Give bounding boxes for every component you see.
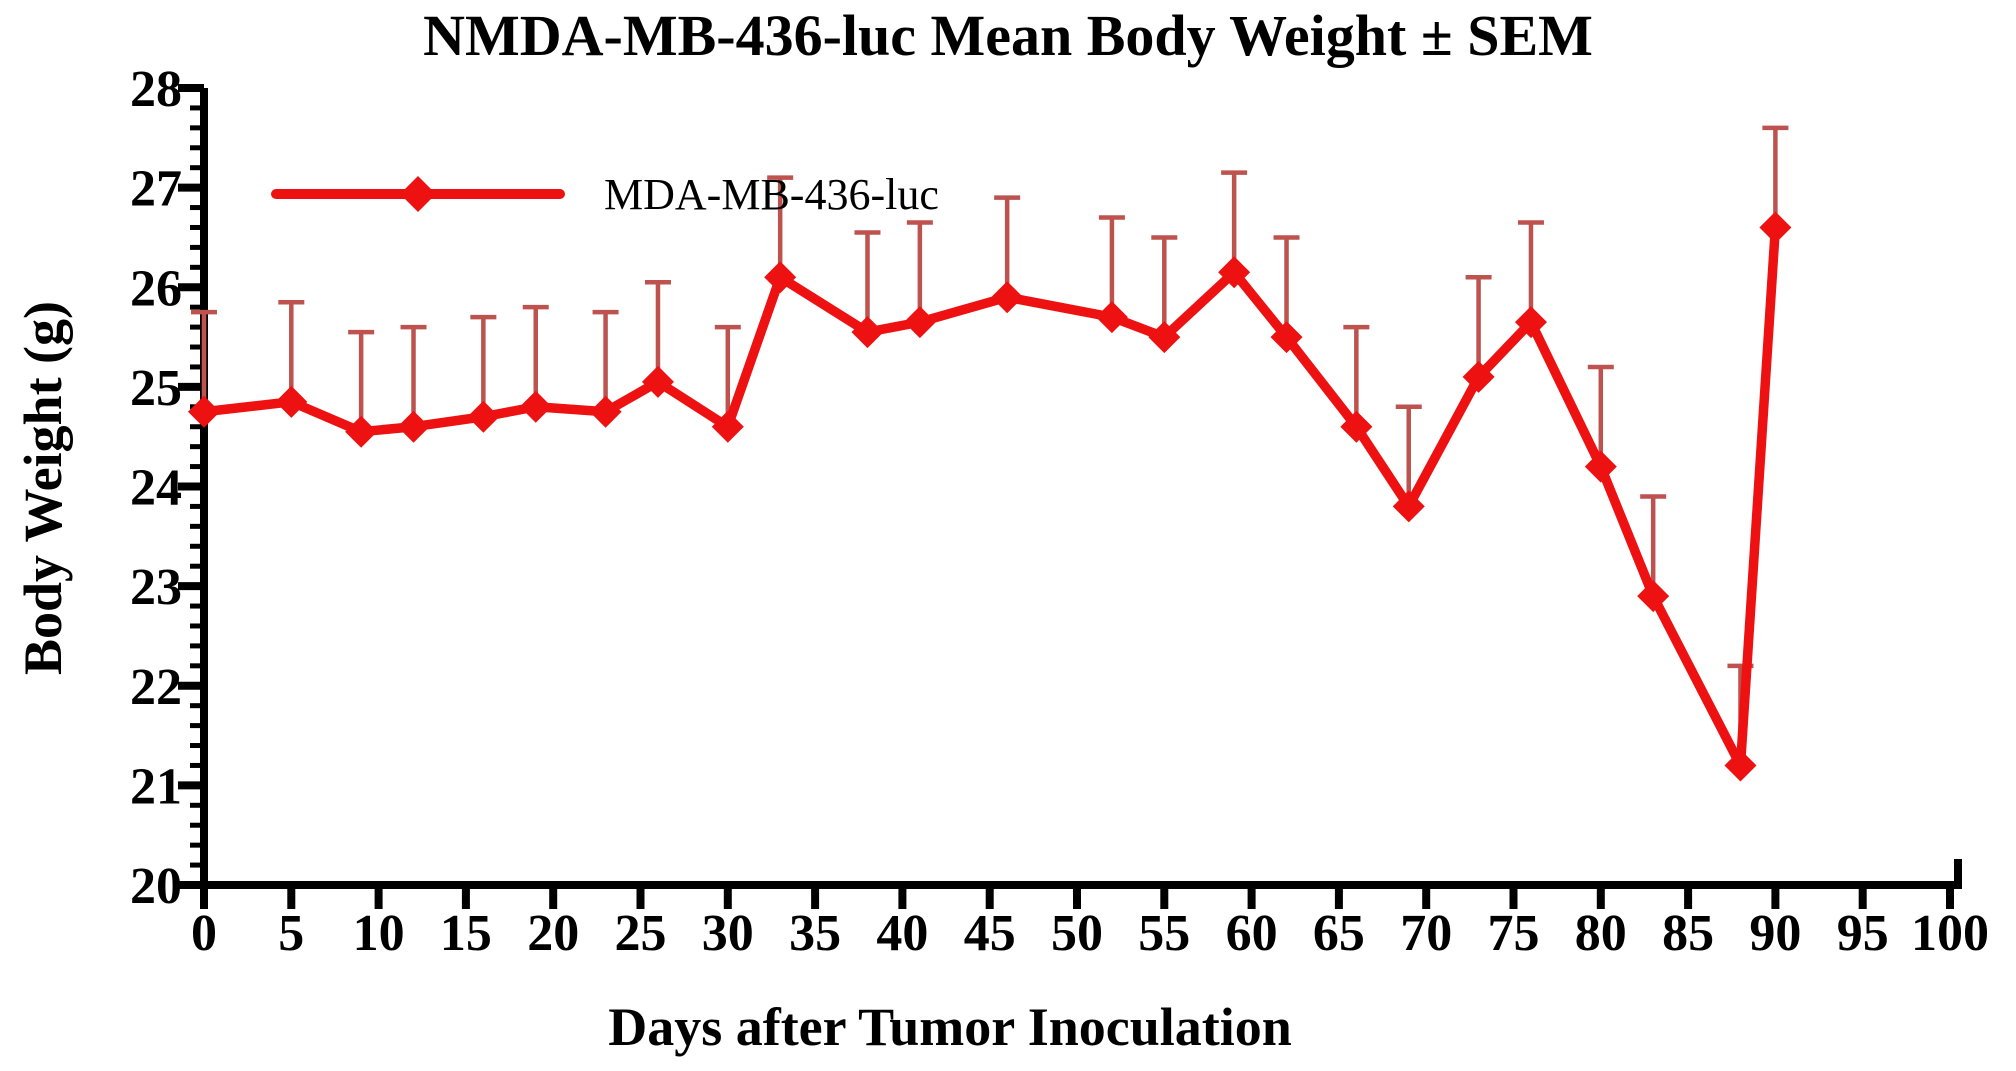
- x-tick-label: 40: [876, 905, 928, 962]
- data-point-marker: [711, 410, 744, 443]
- y-tick-label: 28: [130, 61, 182, 118]
- data-point-marker: [275, 385, 308, 418]
- x-tick-label: 60: [1226, 905, 1278, 962]
- y-tick-label: 22: [130, 659, 182, 716]
- y-tick-label: 26: [130, 260, 182, 317]
- x-tick-label: 55: [1138, 905, 1190, 962]
- x-tick-label: 95: [1837, 905, 1889, 962]
- x-tick-label: 80: [1575, 905, 1627, 962]
- x-tick-label: 90: [1749, 905, 1801, 962]
- data-point-marker: [188, 395, 220, 428]
- data-point-marker: [1218, 256, 1251, 289]
- x-tick-label: 20: [527, 905, 579, 962]
- x-tick-label: 100: [1911, 905, 1989, 962]
- chart-title: NMDA-MB-436-luc Mean Body Weight ± SEM: [423, 3, 1593, 68]
- data-point-marker: [851, 316, 884, 349]
- data-point-marker: [1637, 580, 1670, 613]
- y-tick-label: 23: [130, 559, 182, 616]
- data-point-marker: [991, 281, 1024, 314]
- x-tick-label: 70: [1400, 905, 1452, 962]
- data-point-marker: [397, 410, 430, 443]
- x-tick-label: 50: [1051, 905, 1103, 962]
- x-tick-label: 0: [191, 905, 217, 962]
- x-axis-title: Days after Tumor Inoculation: [608, 997, 1292, 1057]
- data-point-marker: [1514, 306, 1547, 339]
- data-point-marker: [1148, 321, 1181, 354]
- data-point-marker: [1462, 360, 1495, 393]
- series-line: [199, 222, 1781, 771]
- data-point-marker: [1270, 321, 1303, 354]
- x-tick-label: 75: [1488, 905, 1540, 962]
- legend-marker-sample: [271, 176, 565, 212]
- data-point-marker: [1095, 301, 1128, 334]
- legend: MDA-MB-436-luc: [270, 166, 939, 222]
- x-tick-label: 45: [964, 905, 1016, 962]
- x-tick-label: 30: [702, 905, 754, 962]
- data-point-marker: [345, 415, 378, 448]
- data-point-marker: [589, 395, 622, 428]
- y-tick-label: 25: [130, 360, 182, 417]
- data-point-marker: [1340, 410, 1373, 443]
- data-point-marker: [1584, 450, 1617, 483]
- data-point-marker: [1392, 490, 1425, 523]
- legend-series-label: MDA-MB-436-luc: [604, 169, 939, 219]
- x-tick-label: 25: [615, 905, 667, 962]
- y-tick-label: 21: [130, 758, 182, 815]
- legend-diamond-icon: [400, 176, 436, 212]
- data-point-marker: [641, 365, 674, 398]
- data-point-marker: [1724, 749, 1757, 782]
- x-tick-label: 65: [1313, 905, 1365, 962]
- x-tick-label: 85: [1662, 905, 1714, 962]
- y-tick-label: 24: [130, 460, 182, 517]
- y-axis-title: Body Weight (g): [13, 300, 73, 676]
- y-tick-label: 20: [130, 858, 182, 915]
- x-tick-label: 10: [353, 905, 405, 962]
- y-tick-label: 27: [130, 161, 182, 218]
- x-tick-label: 35: [789, 905, 841, 962]
- data-point-marker: [764, 261, 797, 294]
- data-point-marker: [1759, 211, 1792, 244]
- data-point-marker: [519, 390, 552, 423]
- x-tick-label: 5: [278, 905, 304, 962]
- x-tick-label: 15: [440, 905, 492, 962]
- data-point-marker: [467, 400, 500, 433]
- data-point-marker: [903, 306, 936, 339]
